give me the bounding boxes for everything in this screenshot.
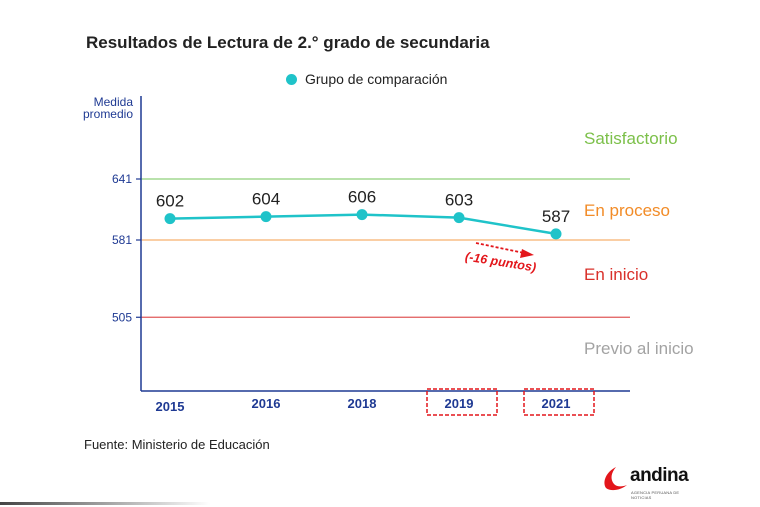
data-label: 602	[156, 192, 184, 211]
legend-label: Grupo de comparación	[305, 71, 448, 87]
data-point	[356, 209, 368, 221]
y-tick-label: 641	[112, 172, 132, 186]
x-tick-label: 2021	[542, 396, 571, 411]
data-label: 604	[252, 190, 280, 209]
data-point	[164, 213, 176, 225]
data-label: 587	[542, 207, 570, 226]
band-label: En inicio	[584, 265, 648, 284]
chart-title: Resultados de Lectura de 2.° grado de se…	[86, 33, 490, 52]
y-tick-label: 505	[112, 310, 132, 324]
y-axis-title: Medida	[94, 95, 134, 109]
data-point	[550, 228, 562, 240]
data-point	[260, 211, 272, 223]
legend: Grupo de comparación	[286, 71, 447, 87]
band-label: Satisfactorio	[584, 129, 678, 148]
arrowhead-icon	[520, 249, 534, 258]
y-tick-label: 581	[112, 233, 132, 247]
x-tick-label: 2015	[156, 399, 185, 414]
change-arrow	[475, 242, 525, 254]
brand-name: andina	[630, 465, 689, 486]
legend-marker	[286, 73, 297, 85]
y-axis-title: promedio	[83, 107, 133, 121]
source-note: Fuente: Ministerio de Educación	[84, 437, 270, 452]
band-label: Previo al inicio	[584, 339, 694, 358]
bottom-rule	[0, 502, 210, 505]
data-label: 606	[348, 188, 376, 207]
x-tick-label: 2018	[348, 396, 377, 411]
brand-subtitle: AGENCIA PERUANA DE NOTICIAS	[631, 490, 680, 500]
andina-mark-icon	[604, 467, 627, 491]
data-point	[453, 212, 465, 224]
x-tick-label: 2016	[252, 396, 281, 411]
x-tick-label: 2019	[445, 396, 474, 411]
andina-logo: andina AGENCIA PERUANA DE NOTICIAS	[600, 464, 700, 504]
band-label: En proceso	[584, 201, 670, 220]
data-label: 603	[445, 191, 473, 210]
